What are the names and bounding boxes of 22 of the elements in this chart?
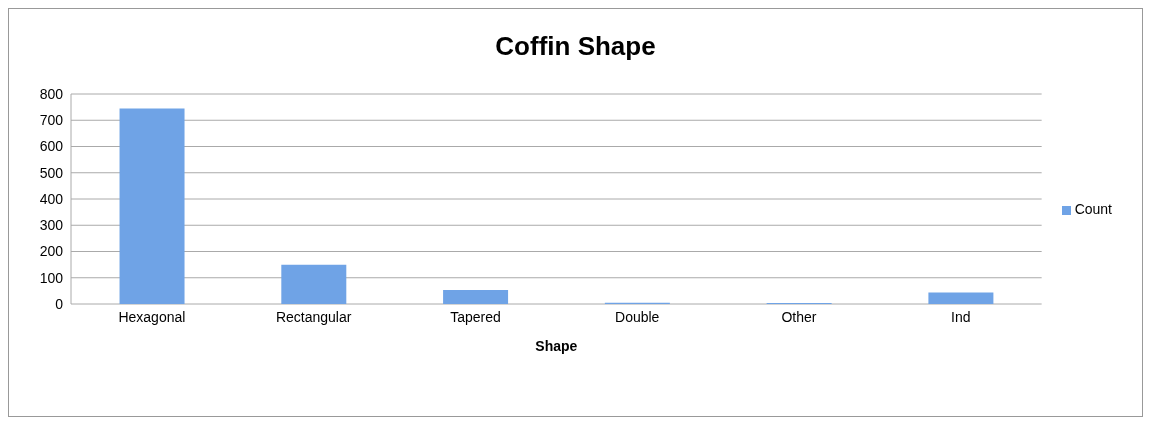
chart-title: Coffin Shape [494, 30, 657, 61]
bar [119, 108, 185, 304]
x-tick-label: Tapered [450, 308, 501, 325]
x-tick-label: Double [615, 308, 660, 325]
y-tick-label: 600 [39, 138, 64, 155]
x-tick-label: Other [781, 308, 817, 325]
y-tick-label: 500 [39, 164, 64, 181]
y-tick-label: 700 [39, 112, 64, 129]
x-tick-label: Hexagonal [118, 308, 186, 325]
y-tick-label: 0 [55, 295, 64, 312]
bar [928, 292, 994, 304]
y-tick-label: 200 [39, 243, 64, 260]
bar [443, 290, 509, 304]
x-axis-title: Shape [535, 338, 578, 354]
x-tick-label: Ind [951, 308, 971, 325]
legend-label: Count [1074, 201, 1112, 217]
y-tick-label: 800 [39, 85, 64, 102]
y-tick-label: 400 [39, 190, 64, 207]
x-tick-label: Rectangular [275, 308, 352, 325]
bar [281, 264, 347, 304]
y-tick-label: 100 [39, 269, 64, 286]
y-tick-label: 300 [39, 217, 64, 234]
